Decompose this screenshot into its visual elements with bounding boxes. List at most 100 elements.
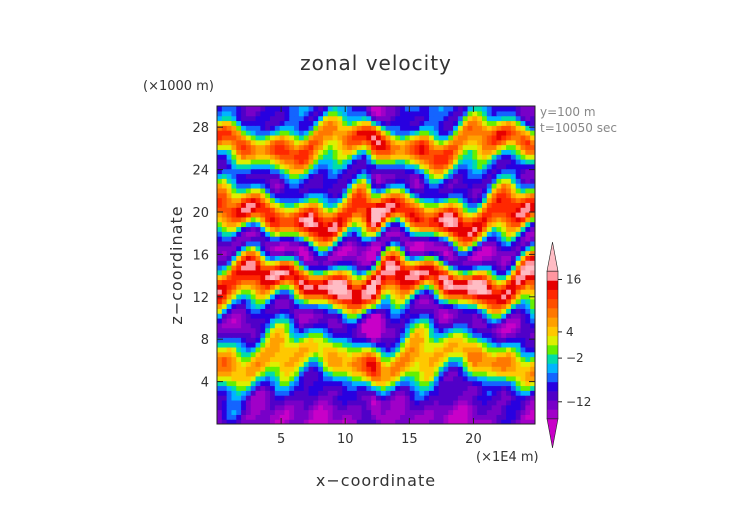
heatmap-cell [241,318,247,324]
heatmap-cell [294,106,300,112]
heatmap-cell [395,260,401,266]
heatmap-cell [491,139,498,146]
heatmap-cell [356,144,363,150]
heatmap-cell [361,303,367,309]
heatmap-cell [337,221,343,228]
heatmap-cell [390,134,396,141]
heatmap-cell [318,245,324,252]
heatmap-cell [530,240,535,247]
heatmap-cell [467,385,473,391]
heatmap-cell [525,313,531,319]
heatmap-cell [501,385,507,391]
heatmap-cell [337,346,343,353]
heatmap-cell [376,163,382,170]
heatmap-cell [482,371,488,377]
heatmap-cell [380,260,387,266]
heatmap-cell [390,337,396,343]
heatmap-cell [231,371,237,377]
heatmap-cell [294,197,300,203]
heatmap-cell [303,289,310,295]
heatmap-cell [347,318,353,324]
heatmap-cell [520,240,526,247]
heatmap-cell [221,303,228,309]
heatmap-cell [506,149,512,155]
heatmap-cell [491,366,498,372]
heatmap-cell [404,356,411,362]
heatmap-cell [385,168,392,175]
heatmap-cell [376,245,382,252]
heatmap-cell [371,231,377,237]
heatmap-cell [371,293,377,300]
heatmap-cell [429,351,435,358]
heatmap-cell [327,298,334,305]
heatmap-cell [525,342,531,348]
heatmap-cell [289,183,295,189]
heatmap-cell [448,385,454,391]
heatmap-cell [376,221,382,228]
heatmap-cell [289,399,295,406]
heatmap-cell [265,356,271,362]
heatmap-cell [274,322,281,329]
heatmap-cell [477,303,483,309]
heatmap-cell [385,356,392,362]
heatmap-cell [294,183,300,189]
heatmap-cell [308,356,314,362]
heatmap-cell [482,342,488,348]
heatmap-cell [308,231,314,237]
heatmap-cell [409,380,416,387]
heatmap-cell [409,361,416,367]
heatmap-cell [289,168,295,175]
heatmap-cell [255,332,261,338]
heatmap-cell [424,183,430,189]
heatmap-cell [351,125,358,131]
heatmap-cell [260,130,266,136]
heatmap-cell [265,125,271,131]
heatmap-cell [506,293,512,300]
heatmap-cell [342,385,348,391]
heatmap-cell [366,168,372,175]
heatmap-cell [380,120,387,126]
heatmap-cell [323,139,329,146]
heatmap-cell [530,178,535,184]
heatmap-cell [226,115,233,122]
heatmap-cell [332,154,339,160]
heatmap-cell [501,168,507,175]
heatmap-cell [279,216,286,223]
heatmap-cell [371,245,377,252]
heatmap-cell [390,154,396,160]
heatmap-cell [443,240,449,247]
heatmap-cell [438,149,445,155]
heatmap-cell [467,404,473,411]
heatmap-cell [323,178,329,184]
heatmap-cell [332,212,339,218]
heatmap-cell [482,197,488,203]
heatmap-cell [245,284,252,290]
heatmap-cell [221,298,228,305]
heatmap-cell [424,380,430,387]
heatmap-cell [226,226,233,232]
heatmap-cell [327,173,334,179]
heatmap-cell [342,173,348,179]
heatmap-cell [400,390,406,396]
heatmap-cell [313,366,319,372]
heatmap-cell [506,197,512,203]
heatmap-cell [274,125,281,131]
heatmap-cell [376,332,382,338]
heatmap-cell [366,260,372,266]
heatmap-cell [385,202,392,208]
heatmap-cell [356,342,363,348]
heatmap-cell [472,390,478,396]
heatmap-cell [491,130,498,136]
colorbar-segment [547,354,558,364]
heatmap-cell [404,231,411,237]
heatmap-cell [250,380,257,387]
heatmap-cell [472,399,478,406]
heatmap-cell [530,159,535,165]
heatmap-cell [279,322,286,329]
heatmap-cell [284,149,290,155]
heatmap-cell [265,120,271,126]
heatmap-cell [496,375,502,382]
heatmap-cell [221,419,228,424]
heatmap-cell [284,125,290,131]
